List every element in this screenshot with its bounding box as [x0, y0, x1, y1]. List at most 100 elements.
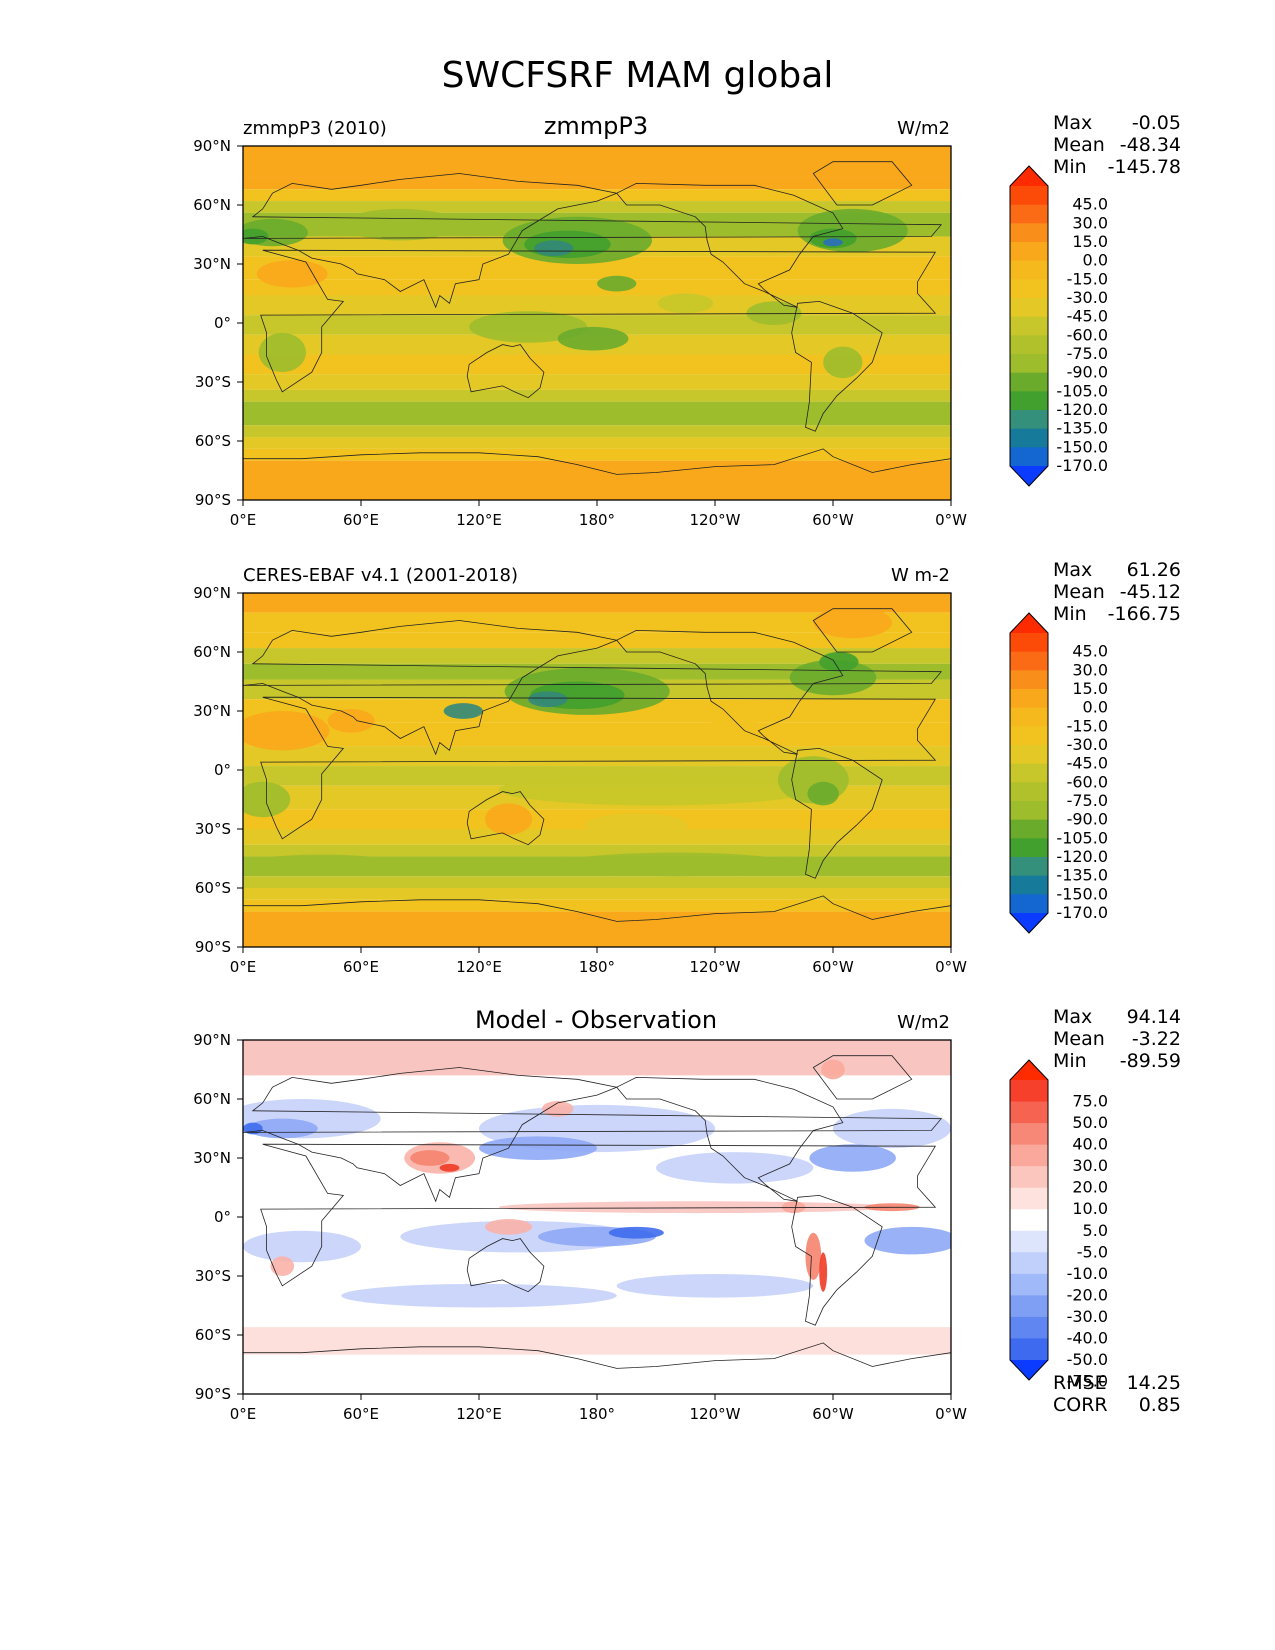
- colorbar-segment: [1010, 298, 1048, 318]
- panel-units: W m-2: [890, 565, 950, 586]
- colorbar-segment: [1010, 1338, 1048, 1361]
- x-tick-label: 0°E: [230, 1405, 257, 1423]
- x-tick-label: 60°W: [812, 958, 854, 976]
- field-region: [243, 711, 330, 751]
- field-region: [534, 240, 574, 257]
- colorbar-segment: [1010, 1144, 1048, 1167]
- field-region: [256, 260, 328, 288]
- colorbar-segment: [1010, 1166, 1048, 1189]
- y-tick-label: 90°S: [195, 491, 231, 509]
- coastline: [466, 344, 545, 399]
- colorbar-segment: [1010, 782, 1048, 802]
- field-region: [746, 301, 802, 325]
- stat-max: 61.26: [1126, 559, 1181, 581]
- panel-title: Model - Observation: [474, 1006, 718, 1034]
- field-region: [823, 346, 863, 379]
- field-region: [484, 1218, 533, 1235]
- field-band: [243, 593, 951, 613]
- colorbar-segment: [1010, 223, 1048, 243]
- coastline: [616, 182, 844, 308]
- field-region: [443, 703, 483, 719]
- colorbar-segment: [1010, 894, 1048, 914]
- colorbar-extend-high: [1010, 613, 1048, 633]
- stat-min: -166.75: [1107, 603, 1181, 625]
- colorbar-segment: [1010, 1209, 1048, 1232]
- colorbar-label: 30.0: [1072, 213, 1108, 232]
- coastline-antarctica: [243, 1342, 951, 1369]
- field-band: [243, 829, 951, 845]
- coastline: [260, 1143, 937, 1287]
- colorbar-segment: [1010, 1316, 1048, 1339]
- colorbar-label: -135.0: [1056, 419, 1108, 438]
- colorbar-segment: [1010, 763, 1048, 783]
- stat-max-label: Max: [1053, 112, 1093, 134]
- colorbar-label: 40.0: [1072, 1135, 1108, 1154]
- x-tick-label: 180°: [579, 511, 615, 529]
- field-band: [243, 876, 951, 888]
- y-tick-label: 30°S: [195, 1267, 231, 1285]
- y-tick-label: 60°S: [195, 1326, 231, 1344]
- field-region: [479, 1136, 597, 1160]
- colorbar-segment: [1010, 1080, 1048, 1103]
- field-band: [243, 888, 951, 900]
- coastline: [243, 620, 943, 756]
- map-field: [243, 593, 951, 947]
- colorbar-segment: [1010, 801, 1048, 821]
- colorbar-label: -30.0: [1067, 288, 1108, 307]
- panel-difference: Model - Observation W/m2 Max 94.14 Mean -3…: [0, 1004, 1275, 1464]
- colorbar-label: -20.0: [1067, 1285, 1108, 1304]
- coastline: [791, 747, 883, 879]
- panel-plot: 0°E 60°E 120°E 180° 120°W 60°W 0°W 90°N 60°N 30°N…: [193, 584, 1108, 976]
- field-region: [270, 1256, 295, 1276]
- colorbar-segment: [1010, 1230, 1048, 1253]
- colorbar-label: 15.0: [1072, 232, 1108, 251]
- x-tick-label: 0°W: [935, 511, 967, 529]
- x-tick-label: 0°E: [230, 511, 257, 529]
- field-region: [809, 1144, 896, 1172]
- stat-min-label: Min: [1053, 1050, 1087, 1072]
- field-region: [439, 1163, 460, 1172]
- y-tick-label: 30°S: [195, 373, 231, 391]
- stat-min: -89.59: [1119, 1050, 1181, 1072]
- field-band: [243, 448, 951, 461]
- colorbar-segment: [1010, 372, 1048, 392]
- colorbar-segment: [1010, 689, 1048, 709]
- x-tick-label: 60°E: [343, 958, 379, 976]
- colorbar-segment: [1010, 1273, 1048, 1296]
- colorbar-label: -170.0: [1056, 903, 1108, 922]
- panel-model: zmmpP3 (2010) zmmpP3 W/m2 Max -0.05 Mean -…: [0, 110, 1275, 570]
- field-region: [807, 781, 839, 806]
- colorbar-segment: [1010, 410, 1048, 430]
- x-tick-label: 120°E: [456, 1405, 502, 1423]
- colorbar-segment: [1010, 204, 1048, 224]
- field-band: [243, 389, 951, 402]
- field-band: [243, 256, 951, 280]
- colorbar-label: -75.0: [1067, 344, 1108, 363]
- colorbar-label: -5.0: [1077, 1242, 1108, 1261]
- field-region: [410, 1150, 450, 1166]
- field-region: [864, 1226, 951, 1255]
- panel-left-label: zmmpP3 (2010): [243, 118, 387, 139]
- colorbar-label: 15.0: [1072, 679, 1108, 698]
- stat-max-label: Max: [1053, 559, 1093, 581]
- colorbar-segment: [1010, 670, 1048, 690]
- coastline-antarctica: [243, 448, 951, 475]
- y-tick-label: 30°N: [193, 1149, 231, 1167]
- field-band: [243, 1040, 951, 1076]
- field-region: [557, 326, 629, 351]
- x-tick-label: 180°: [579, 958, 615, 976]
- y-tick-label: 0°: [214, 1208, 231, 1226]
- field-band: [243, 437, 951, 449]
- field-region: [616, 1274, 814, 1298]
- x-tick-label: 0°E: [230, 958, 257, 976]
- field-region: [484, 803, 533, 835]
- field-region: [805, 1232, 822, 1280]
- panel-stats: Max 94.14 Mean -3.22 Min -89.59: [1053, 1006, 1181, 1072]
- colorbar-segment: [1010, 1123, 1048, 1146]
- colorbar-segment: [1010, 279, 1048, 299]
- field-region: [258, 332, 306, 373]
- field-region: [557, 852, 794, 877]
- field-band: [243, 844, 951, 857]
- field-band: [243, 1327, 951, 1355]
- colorbar-label: 45.0: [1072, 642, 1108, 661]
